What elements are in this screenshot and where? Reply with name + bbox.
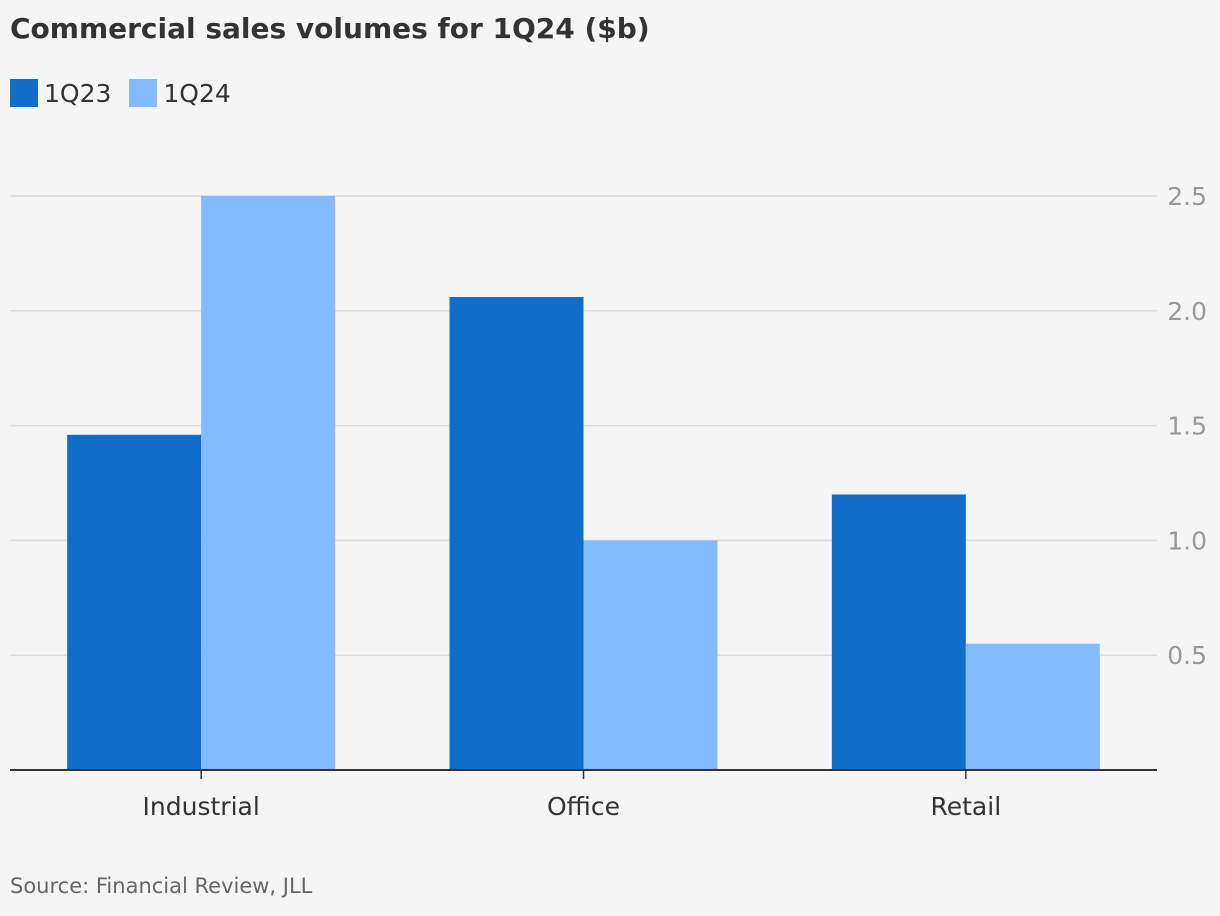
legend-label-1q23: 1Q23 <box>44 78 112 108</box>
bar-office-1q24 <box>583 540 718 770</box>
y-tick-label-1.5: 1.5 <box>1167 412 1207 441</box>
bar-retail-1q23 <box>831 494 966 770</box>
x-tick-label-retail: Retail <box>931 792 1002 821</box>
bar-retail-1q24 <box>965 643 1100 770</box>
bar-office-1q23 <box>449 297 584 770</box>
source-note: Source: Financial Review, JLL <box>10 874 313 898</box>
legend: 1Q23 1Q24 <box>10 78 249 108</box>
legend-item-1q24: 1Q24 <box>129 78 231 108</box>
y-tick-label-1.0: 1.0 <box>1167 526 1207 555</box>
y-tick-label-0.5: 0.5 <box>1167 641 1207 670</box>
legend-swatch-1q23 <box>10 79 38 107</box>
chart-title: Commercial sales volumes for 1Q24 ($b) <box>10 12 650 45</box>
y-tick-label-2.5: 2.5 <box>1167 182 1207 211</box>
x-tick-label-office: Office <box>547 792 620 821</box>
bar-industrial-1q23 <box>67 434 202 770</box>
legend-label-1q24: 1Q24 <box>163 78 231 108</box>
legend-item-1q23: 1Q23 <box>10 79 111 108</box>
bar-industrial-1q24 <box>201 196 336 770</box>
y-tick-label-2.0: 2.0 <box>1167 297 1207 326</box>
legend-swatch-1q24 <box>129 79 158 107</box>
x-tick-label-industrial: Industrial <box>143 792 260 821</box>
